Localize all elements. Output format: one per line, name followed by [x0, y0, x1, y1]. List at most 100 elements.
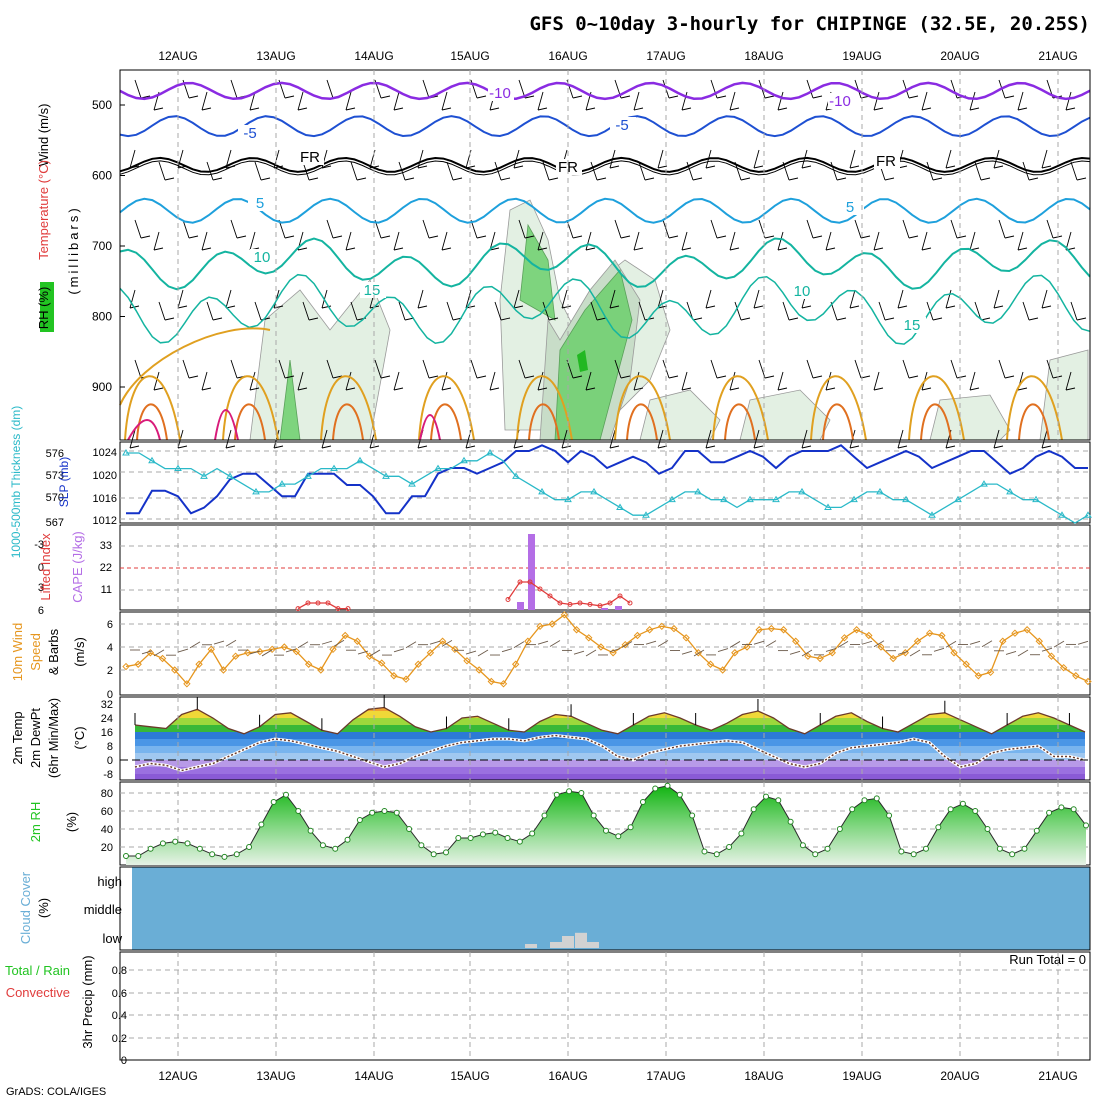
rh-point	[332, 845, 339, 852]
wind-barb	[585, 371, 592, 391]
wind-barb-10m	[477, 649, 489, 657]
wind-speed-point	[438, 637, 447, 645]
stability-panel: -3 0 3 6 33 22 11	[34, 524, 1091, 617]
rh-point	[504, 835, 511, 841]
contour-label-3: 5	[256, 195, 264, 212]
wind-barb	[201, 91, 208, 111]
x-tick-bottom-3: 15AUG	[450, 1069, 489, 1083]
temp-contour-warm	[712, 375, 769, 441]
wind-barb-flag	[692, 177, 703, 181]
rh-point	[787, 818, 794, 825]
thickness-label: 1000-500mb Thickness (dm)	[9, 406, 23, 559]
wind-barb	[710, 219, 718, 239]
wind-barb	[398, 301, 406, 321]
wind-barb-flag	[729, 247, 740, 251]
pressure-frame	[119, 441, 1091, 524]
wind-speed-point	[706, 660, 715, 668]
wind-barb	[1065, 91, 1072, 111]
wind-barb-flag	[884, 177, 895, 181]
upper-ytick-2: 700	[92, 239, 112, 253]
temp-contour-freezing	[119, 156, 1091, 173]
x-tick-top-9: 21AUG	[1038, 49, 1077, 63]
temp-contour-hot	[332, 403, 364, 441]
wind-barb-flag	[644, 317, 655, 321]
rh-point	[418, 842, 425, 849]
wind-barb-flag	[249, 107, 260, 111]
wind-barb-flag	[308, 177, 319, 181]
wind-barb	[542, 161, 550, 181]
contour-label-4: 10	[254, 249, 271, 266]
rh-tick-2: 40	[101, 824, 113, 836]
cloud-ylabels: Cloud Cover (%)	[18, 871, 51, 944]
wind-barb-10m	[537, 640, 549, 645]
wind-speed-point	[536, 622, 544, 631]
wind-barb-flag	[201, 107, 212, 111]
thickness-point	[408, 480, 416, 487]
wind-units: (m/s)	[72, 637, 87, 667]
wind-speed-point	[402, 675, 410, 683]
wind-barb	[177, 289, 184, 309]
lifted-index-line-a	[297, 602, 348, 610]
wind-barb-flag	[585, 247, 596, 251]
wind-speed-point	[511, 660, 520, 668]
chart-title: GFS 0~10day 3-hourly for CHIPINGE (32.5E…	[529, 13, 1090, 35]
wind-barb-10m	[717, 648, 729, 652]
wind-barb-flag	[572, 95, 583, 99]
rh-point	[123, 853, 129, 859]
temperature-panel: 32 24 16 8 0 -8	[101, 695, 1091, 781]
wind-barb	[489, 371, 496, 391]
temp-contour-warm	[418, 375, 475, 441]
wind-barb-10m	[285, 648, 297, 653]
wind-barb-flag	[932, 317, 943, 321]
wind-barb	[537, 231, 544, 251]
x-tick-bottom-5: 17AUG	[646, 1069, 685, 1083]
rh-point	[959, 800, 966, 807]
wind-barb-flag	[393, 107, 404, 111]
temp-band-6	[135, 732, 1085, 739]
li-tick-3: 6	[38, 605, 44, 617]
wind-speed-point	[718, 666, 727, 674]
wind-barb	[830, 161, 838, 181]
x-tick-top-7: 19AUG	[842, 49, 881, 63]
wind-speed-point	[317, 666, 325, 674]
wind-barb-flag	[945, 445, 956, 449]
wind-barb-10m	[609, 648, 621, 653]
temp-contour-hot	[528, 403, 560, 441]
wind-barb-flag	[945, 165, 956, 169]
contour-label-11: 15	[904, 317, 921, 334]
thickness-point	[356, 456, 364, 464]
wind-speed-point	[329, 645, 337, 654]
rh-point	[578, 790, 585, 796]
wind-barb-flag	[764, 375, 775, 379]
wind-barb	[254, 301, 262, 321]
wind-barb-flag	[849, 445, 860, 449]
wind-speed-point	[682, 634, 690, 642]
wind-barb	[470, 219, 478, 239]
lifted-index-point	[537, 586, 543, 592]
slp-tick-0: 1024	[93, 447, 117, 459]
wind-barb	[806, 79, 814, 99]
wind-barb-flag	[1065, 107, 1076, 111]
wind-speed-line	[125, 613, 1089, 685]
wind-barb-10m	[969, 640, 981, 645]
temp-contour-10	[119, 237, 1091, 291]
thickness-point	[538, 487, 546, 495]
wind-barb-flag	[908, 235, 919, 239]
wind-barb	[518, 219, 526, 239]
wind-barb	[230, 219, 238, 239]
wind-barb	[1041, 289, 1048, 309]
cloud-bg	[132, 867, 1090, 950]
wind-barb-10m	[657, 640, 669, 647]
wind-barb-flag	[393, 387, 404, 391]
wind-barb	[422, 219, 430, 239]
rh-point	[356, 817, 363, 823]
temp-contour-hot	[234, 403, 266, 441]
contour-label-bg	[610, 117, 636, 133]
wind-speed-point	[694, 649, 703, 657]
rh-point	[1058, 804, 1065, 811]
temp-contour-5	[119, 197, 1091, 224]
wind-speed-point	[779, 626, 788, 634]
wind-speed-point	[889, 654, 897, 663]
wind-barb	[897, 429, 904, 449]
thickness-tick-0: 576	[46, 448, 64, 460]
